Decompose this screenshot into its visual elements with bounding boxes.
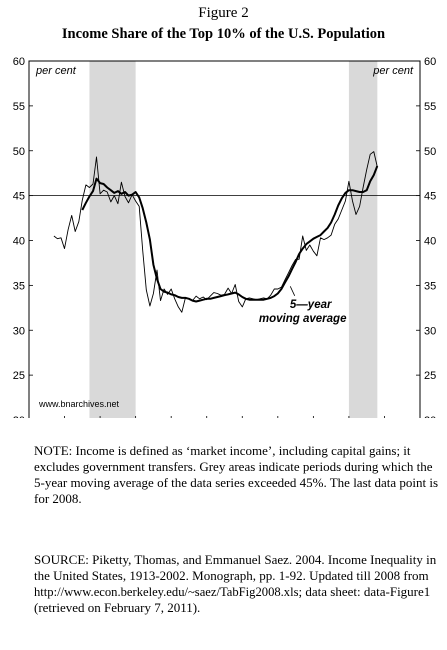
y-tick-label-right: 35 [424,280,436,292]
series-line-annual [53,151,378,313]
shaded-period [89,61,136,418]
y-tick-label-left: 20 [13,415,25,418]
y-tick-label-right: 30 [424,325,436,337]
y-tick-label-left: 30 [13,325,25,337]
y-tick-label-right: 50 [424,146,436,158]
source-text: SOURCE: Piketty, Thomas, and Emmanuel Sa… [34,552,439,616]
source-suffix: ; data sheet: data-Figure1 (retrieved on… [34,584,431,615]
y-tick-label-right: 40 [424,236,436,248]
note-paragraph: NOTE: Income is defined as ‘market incom… [34,443,439,506]
note-text: NOTE: Income is defined as ‘market incom… [34,443,439,507]
annotation-line-2: moving average [259,313,347,325]
y-tick-label-left: 60 [13,56,25,68]
unit-label-right: per cent [372,65,414,77]
y-tick-label-left: 50 [13,146,25,158]
y-tick-label-left: 40 [13,236,25,248]
y-tick-label-right: 55 [424,101,436,113]
annotation-line-1: 5—year [290,299,332,311]
y-tick-label-right: 25 [424,370,436,382]
y-tick-label-left: 55 [13,101,25,113]
series-line-moving-average [81,165,379,303]
y-tick-label-left: 35 [13,280,25,292]
figure-label: Figure 2 [198,5,249,21]
source-citation: SOURCE: Piketty, Thomas, and Emmanuel Sa… [34,552,437,583]
watermark-text: www.bnarchives.net [38,399,120,409]
annotation-pointer [289,286,296,296]
shaded-period [348,61,378,418]
source-paragraph: SOURCE: Piketty, Thomas, and Emmanuel Sa… [34,552,439,616]
y-tick-label-right: 20 [424,415,436,418]
line-chart: 2020252530303535404045455050555560601910… [13,56,436,418]
chart-title: Income Share of the Top 10% of the U.S. … [61,26,386,42]
unit-label-left: per cent [35,65,77,77]
y-tick-label-left: 45 [13,191,25,203]
source-url-link[interactable]: http://www.econ.berkeley.edu/~saez/TabFi… [34,585,299,599]
y-tick-label-left: 25 [13,370,25,382]
y-tick-label-right: 45 [424,191,436,203]
y-tick-label-right: 60 [424,56,436,68]
